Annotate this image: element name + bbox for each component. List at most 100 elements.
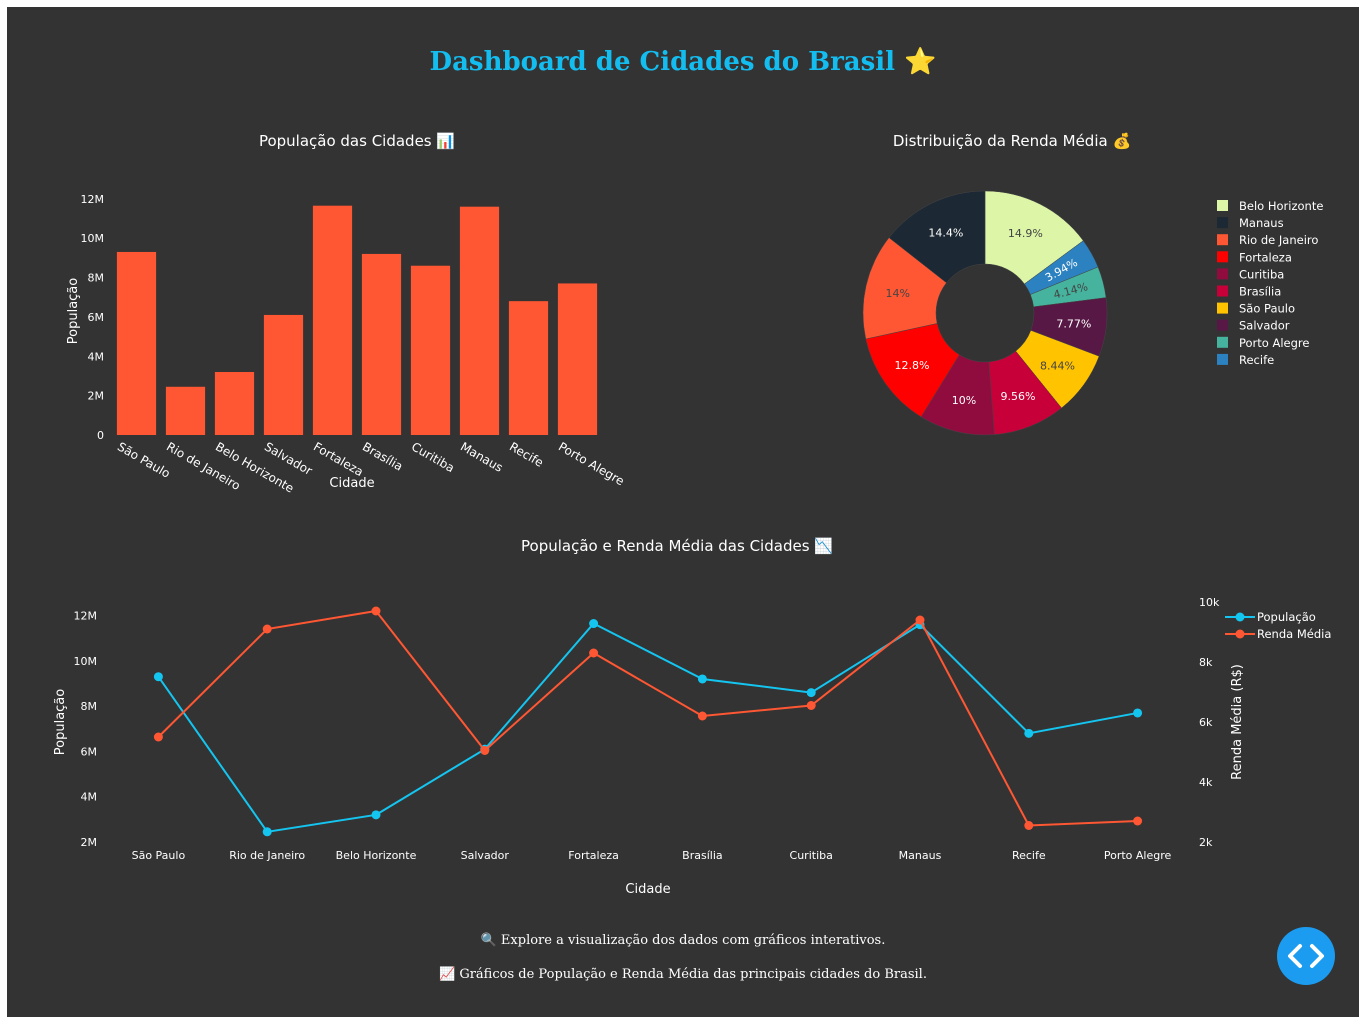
legend-item-populacao[interactable]: População [1257, 610, 1316, 624]
legend-item-fortaleza[interactable]: Fortaleza [1239, 250, 1292, 264]
line-chart[interactable]: 2M 4M 6M 8M 10M 12M 2k 4k 6k 8k 10k São Paulo Rio de… [7, 507, 1359, 907]
legend-item-belo-horizonte[interactable]: Belo Horizonte [1239, 199, 1323, 213]
point-renda-media-brasilia[interactable] [697, 711, 707, 721]
pie-chart[interactable]: 14.9%3.94%4.14%7.77%8.44%9.56%10%12.8%14… [707, 7, 1359, 507]
legend-item-rio-de-janeiro[interactable]: Rio de Janeiro [1239, 233, 1318, 247]
point-populacao-rio-de-janeiro[interactable] [262, 827, 272, 837]
pie-slice-label: 14.4% [928, 227, 963, 240]
page-title: Dashboard de Cidades do Brasil ⭐ [429, 47, 937, 77]
legend-item-porto-alegre[interactable]: Porto Alegre [1239, 336, 1309, 350]
legend-marker [1235, 612, 1245, 622]
x-tick-label: Manaus [458, 439, 505, 474]
bar-porto-alegre[interactable] [557, 283, 598, 435]
point-populacao-porto-alegre[interactable] [1133, 708, 1143, 718]
x-tick-label: Fortaleza [568, 849, 619, 862]
point-renda-media-belo-horizonte[interactable] [371, 606, 381, 616]
series-line-renda-media [157, 609, 1138, 827]
bar-chart-title: População das Cidades 📊 [258, 132, 456, 150]
y-tick-label: 2M [88, 390, 105, 403]
y2-tick-label: 2k [1199, 836, 1213, 849]
point-populacao-brasilia[interactable] [697, 674, 707, 684]
pie-chart-title: Distribuição da Renda Média 💰 [892, 132, 1132, 150]
x-tick-label: Brasília [682, 849, 722, 862]
y-tick-label: 10M [81, 232, 105, 245]
x-tick-label: Curitiba [790, 849, 833, 862]
point-populacao-recife[interactable] [1024, 728, 1034, 738]
y-axis-title: População [53, 689, 68, 756]
y-tick-label: 12M [81, 193, 105, 206]
y2-axis-title: Renda Média (R$) [1230, 664, 1245, 780]
point-populacao-fortaleza[interactable] [589, 619, 599, 629]
point-renda-media-sao-paulo[interactable] [153, 732, 163, 742]
pie-slice-label: 14% [886, 287, 910, 300]
y-tick-label: 4M [88, 350, 105, 363]
y-tick-label: 10M [74, 655, 98, 668]
bar-sao-paulo[interactable] [116, 251, 157, 435]
footer-description-text: 📈 Gráficos de População e Renda Média da… [439, 967, 927, 982]
pie-slice-belo-horizonte[interactable] [984, 190, 1084, 285]
bar-fortaleza[interactable] [312, 205, 353, 435]
x-tick-label: Recife [1012, 849, 1046, 862]
bar-recife[interactable] [508, 301, 549, 435]
line-chart-title: População e Renda Média das Cidades 📉 [521, 537, 833, 555]
y-tick-label: 8M [88, 272, 105, 285]
y-tick-label: 12M [74, 610, 98, 623]
legend-item-recife[interactable]: Recife [1239, 353, 1274, 367]
bar-curitiba[interactable] [410, 265, 451, 435]
point-renda-media-rio-de-janeiro[interactable] [262, 624, 272, 634]
x-tick-label: Porto Alegre [1104, 849, 1172, 862]
y-tick-label: 6M [88, 311, 105, 324]
point-renda-media-porto-alegre[interactable] [1133, 816, 1143, 826]
point-renda-media-salvador[interactable] [480, 746, 490, 755]
point-renda-media-fortaleza[interactable] [589, 648, 599, 658]
footer-explore-text: 🔍 Explore a visualização dos dados com g… [480, 933, 886, 948]
pie-slice-manaus[interactable] [888, 190, 986, 284]
legend-swatch [1217, 336, 1228, 348]
legend-marker [1235, 629, 1245, 639]
point-renda-media-curitiba[interactable] [806, 701, 816, 710]
point-renda-media-recife[interactable] [1024, 821, 1034, 830]
legend-item-renda-media[interactable]: Renda Média [1257, 627, 1331, 641]
code-toggle-button[interactable] [1277, 927, 1335, 985]
x-tick-label: Salvador [461, 849, 510, 862]
point-populacao-sao-paulo[interactable] [153, 672, 163, 682]
legend-item-brasilia[interactable]: Brasília [1239, 285, 1281, 299]
legend-swatch [1217, 268, 1228, 280]
legend-item-sao-paulo[interactable]: São Paulo [1239, 302, 1295, 316]
y-tick-label: 6M [81, 745, 98, 758]
x-tick-label: São Paulo [115, 439, 173, 480]
dashboard-frame: Dashboard de Cidades do Brasil ⭐ Populaç… [7, 7, 1359, 1017]
y-tick-label: 8M [81, 700, 98, 713]
legend-item-curitiba[interactable]: Curitiba [1239, 267, 1284, 281]
legend-swatch [1217, 319, 1228, 331]
legend-swatch [1217, 353, 1228, 365]
point-populacao-belo-horizonte[interactable] [371, 810, 381, 820]
y-tick-label: 0 [97, 429, 104, 442]
pie-slice-label: 9.56% [1001, 390, 1036, 403]
legend-item-salvador[interactable]: Salvador [1239, 319, 1290, 333]
bar-rio-de-janeiro[interactable] [165, 386, 206, 435]
point-renda-media-manaus[interactable] [915, 615, 925, 625]
bar-salvador[interactable] [263, 314, 304, 435]
pie-slice-label: 8.44% [1040, 360, 1075, 373]
pie-slice-label: 14.9% [1008, 227, 1043, 240]
code-brackets-icon [1288, 944, 1324, 968]
y-axis-title: População [66, 278, 81, 345]
x-tick-label: Brasília [360, 439, 405, 473]
x-axis-title: Cidade [329, 476, 374, 491]
bar-brasilia[interactable] [361, 253, 402, 435]
point-populacao-curitiba[interactable] [806, 688, 816, 698]
pie-slice-label: 12.8% [895, 359, 930, 372]
legend-swatch [1217, 302, 1228, 314]
legend-swatch [1217, 217, 1228, 229]
bar-belo-horizonte[interactable] [214, 372, 255, 435]
x-tick-label: Rio de Janeiro [229, 849, 305, 862]
legend-swatch [1217, 251, 1228, 263]
x-tick-label: São Paulo [132, 849, 186, 862]
y-tick-label: 2M [81, 836, 98, 849]
pie-slice-label: 7.77% [1056, 318, 1091, 331]
bar-manaus[interactable] [459, 206, 500, 435]
y2-tick-label: 10k [1199, 596, 1220, 609]
legend-item-manaus[interactable]: Manaus [1239, 216, 1284, 230]
